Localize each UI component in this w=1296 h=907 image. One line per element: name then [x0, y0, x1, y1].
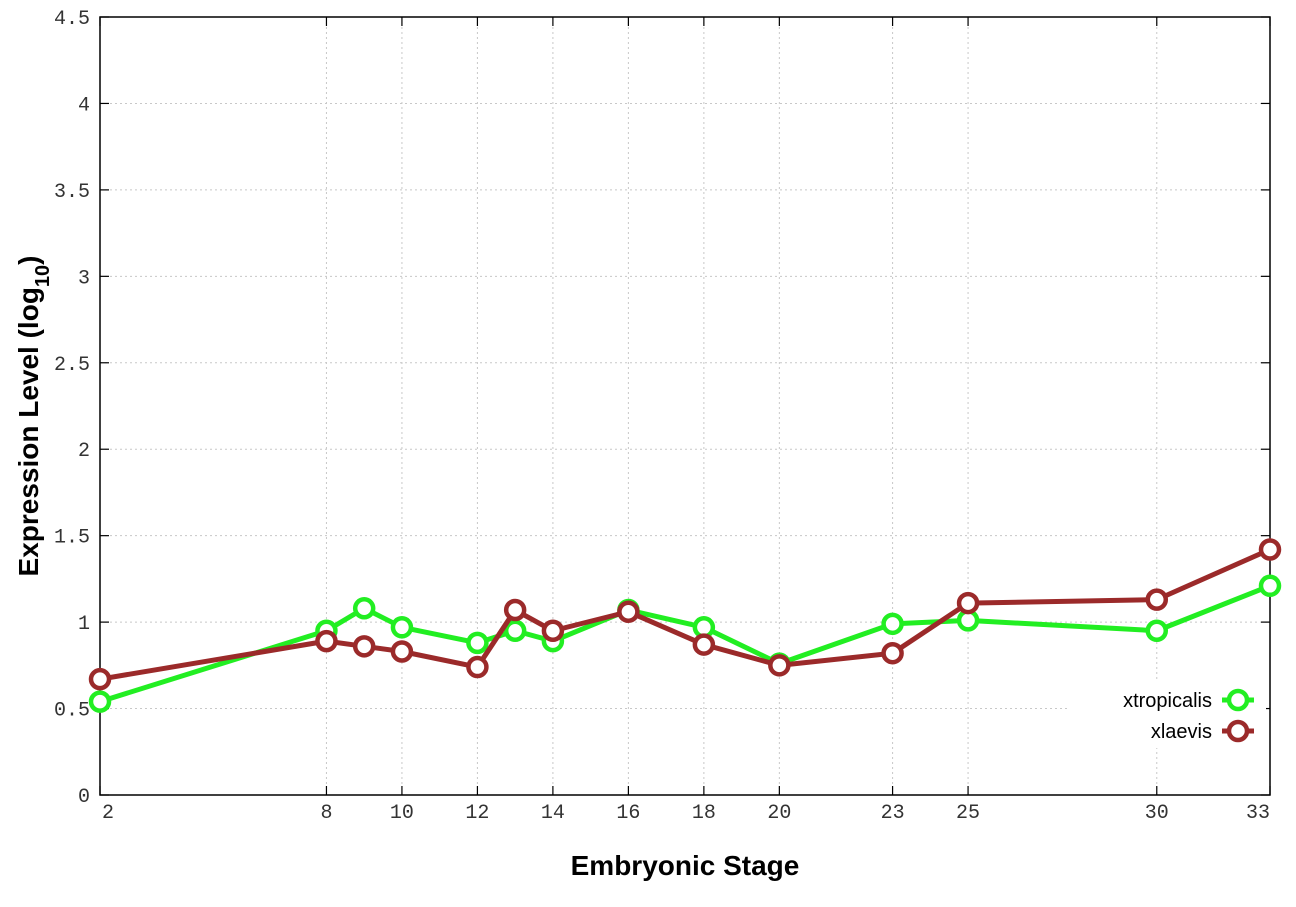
x-tick-label: 25	[956, 802, 980, 825]
series-xlaevis	[88, 538, 1282, 691]
legend-marker-xtropicalis	[1226, 688, 1250, 712]
plot-frame	[99, 16, 1271, 796]
x-axis-title: Embryonic Stage	[571, 850, 800, 881]
x-tick-label: 30	[1145, 802, 1169, 825]
x-tick-label: 10	[390, 802, 414, 825]
data-point-xlaevis	[541, 619, 565, 643]
x-tick-label: 20	[767, 802, 791, 825]
y-axis-title-main: Expression Level (log	[13, 287, 44, 576]
data-point-xlaevis	[466, 655, 489, 679]
data-point-xlaevis	[352, 635, 376, 658]
data-point-xlaevis	[503, 598, 527, 622]
data-point-xlaevis	[881, 641, 904, 665]
data-point-xtropicalis	[88, 690, 112, 713]
y-tick-label: 1	[78, 613, 90, 636]
y-axis-title: Expression Level (log10)	[13, 256, 54, 577]
data-point-xtropicalis	[503, 619, 527, 643]
y-axis-title-close: )	[13, 256, 44, 265]
legend-label-xtropicalis: xtropicalis	[1123, 690, 1212, 712]
series-line-xlaevis	[99, 547, 1272, 682]
series-layer	[88, 538, 1282, 713]
data-point-xtropicalis	[1258, 574, 1282, 598]
x-tick-label: 23	[881, 802, 905, 825]
data-point-xtropicalis	[881, 612, 904, 636]
y-tick-label: 0.5	[54, 700, 90, 723]
data-point-xtropicalis	[1145, 619, 1169, 643]
y-tick-label: 4	[78, 94, 90, 117]
data-point-xtropicalis	[352, 597, 376, 620]
y-axis-title-subscript: 10	[32, 265, 54, 287]
data-point-xlaevis	[88, 667, 112, 691]
data-point-xtropicalis	[390, 616, 414, 639]
legend-label-xlaevis: xlaevis	[1151, 721, 1212, 743]
x-tick-label: 16	[616, 802, 640, 825]
x-tick-label: 33	[1246, 802, 1270, 825]
ticks: 0 0.5 1 1.5 2 2.5 3 3.5 4 4.5 2 8 10 12 14 16 18 20 23 25 30…	[54, 8, 1271, 825]
y-tick-label: 2.5	[54, 354, 90, 377]
data-point-xtropicalis	[466, 631, 489, 655]
data-point-xlaevis	[617, 600, 640, 623]
legend: xtropicalis xlaevis	[1070, 682, 1266, 748]
y-tick-label: 3	[78, 267, 90, 290]
data-point-xlaevis	[315, 629, 338, 653]
y-tick-label: 2	[78, 440, 90, 463]
data-point-xlaevis	[1258, 538, 1282, 561]
x-tick-label: 2	[102, 802, 114, 825]
data-point-xlaevis	[956, 591, 980, 615]
grid	[100, 17, 1270, 795]
data-point-xlaevis	[768, 654, 791, 677]
legend-marker-xlaevis	[1226, 719, 1250, 743]
data-point-xlaevis	[390, 640, 414, 663]
x-tick-label: 14	[541, 802, 565, 825]
y-tick-label: 0	[78, 786, 90, 809]
y-tick-label: 4.5	[54, 8, 90, 31]
data-point-xlaevis	[1145, 588, 1169, 611]
x-tick-label: 12	[465, 802, 489, 825]
data-point-xlaevis	[692, 633, 716, 656]
x-tick-label: 18	[692, 802, 716, 825]
x-tick-label: 8	[320, 802, 332, 825]
y-tick-label: 3.5	[54, 181, 90, 204]
y-tick-label: 1.5	[54, 527, 90, 550]
